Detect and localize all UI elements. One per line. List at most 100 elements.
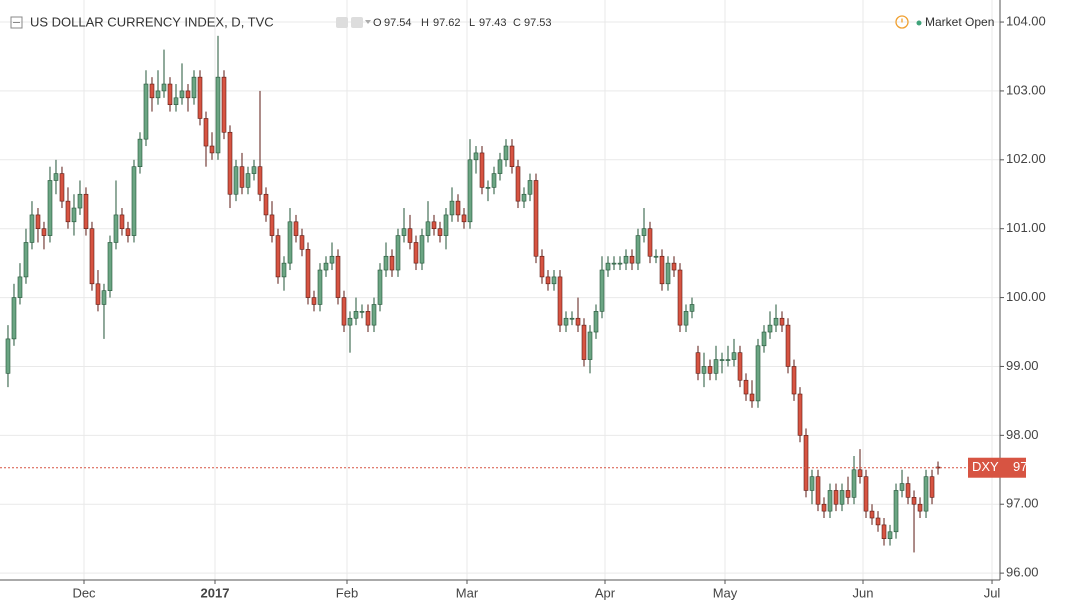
candle-body [797, 393, 803, 436]
candle-body [551, 276, 557, 285]
candle-body [395, 235, 401, 271]
candle-body [221, 76, 227, 133]
candle-body [425, 221, 431, 236]
candle-body [377, 269, 383, 305]
candle-body [923, 476, 929, 512]
candle-body [269, 214, 275, 236]
candle-body [53, 173, 59, 181]
settings-icon[interactable] [351, 17, 363, 28]
candle-body [809, 476, 815, 491]
dropdown-arrow[interactable] [365, 20, 371, 24]
candle-body [287, 221, 293, 264]
candle-body [599, 269, 605, 312]
candle-body [677, 269, 683, 326]
x-tick-label: Apr [595, 585, 616, 600]
x-tick-label: Dec [72, 585, 96, 600]
alert-icon[interactable] [895, 15, 909, 29]
ohlc-label: O [373, 17, 382, 29]
candle-body [191, 76, 197, 99]
x-tick-label: Feb [336, 585, 358, 600]
candle-body [413, 242, 419, 264]
candle-body [149, 83, 155, 99]
candle-body [131, 166, 137, 236]
candle-body [197, 76, 203, 119]
candle-body [605, 262, 611, 271]
candle-body [431, 221, 437, 229]
y-tick-label: 99.00 [1006, 358, 1039, 373]
candle-body [5, 338, 11, 374]
last-price: DXY 97.53 [0, 457, 1046, 478]
candle-body [743, 379, 749, 395]
candle-body [143, 83, 149, 140]
candle-body [209, 145, 215, 154]
candle-body [17, 276, 23, 298]
candle-body [317, 269, 323, 305]
candle-body [617, 262, 623, 265]
candle-body [347, 317, 353, 326]
candle-body [299, 235, 305, 250]
candle-body [71, 207, 77, 223]
candle-body [815, 476, 821, 505]
candle-body [179, 90, 185, 99]
candle-body [869, 510, 875, 519]
candle-body [257, 166, 263, 195]
candle-body [803, 435, 809, 491]
candle-body [383, 255, 389, 271]
candle-body [449, 200, 455, 216]
candle-body [563, 317, 569, 326]
candle-body [281, 262, 287, 278]
candle-body [647, 228, 653, 257]
ohlc-label: C [513, 17, 521, 29]
candle-body [785, 324, 791, 367]
candle-body [587, 331, 593, 360]
candle-body [545, 276, 551, 285]
candle-body [695, 352, 701, 374]
candle-body [671, 262, 677, 271]
candle-body [635, 235, 641, 264]
candle-body [101, 290, 107, 305]
ohlc-label: H [421, 17, 429, 29]
ohlc-value: 97.62 [433, 17, 461, 29]
candle-body [503, 145, 509, 161]
candles [5, 35, 941, 553]
y-tick-label: 103.00 [1006, 82, 1046, 97]
settings-icon[interactable] [336, 17, 348, 28]
candle-body [911, 497, 917, 505]
candle-body [893, 490, 899, 533]
candle-body [479, 152, 485, 188]
y-tick-label: 101.00 [1006, 220, 1046, 235]
candle-body [557, 276, 563, 326]
candle-body [725, 359, 731, 361]
candle-body [113, 214, 119, 243]
candle-body [779, 317, 785, 326]
candle-body [827, 490, 833, 512]
x-tick-label: Jun [853, 585, 874, 600]
candle-body [845, 490, 851, 498]
candle-body [341, 297, 347, 326]
x-tick-label: May [713, 585, 738, 600]
x-tick-label: 2017 [201, 585, 230, 600]
candle-body [329, 255, 335, 264]
candle-body [509, 145, 515, 167]
candle-body [701, 366, 707, 374]
candle-body [407, 228, 413, 243]
candle-body [359, 311, 365, 313]
candle-body [791, 366, 797, 395]
candle-body [365, 311, 371, 326]
candle-body [335, 255, 341, 298]
candle-body [851, 469, 857, 498]
candle-body [467, 159, 473, 223]
candle-body [887, 531, 893, 539]
menu-icon[interactable] [10, 16, 23, 29]
candle-body [719, 359, 725, 361]
candle-body [581, 324, 587, 360]
market-status: Market Open [925, 15, 994, 29]
last-price-label: 97.53 [1013, 459, 1046, 474]
candle-body [881, 524, 887, 539]
candle-body [77, 193, 83, 209]
candle-body [863, 476, 869, 512]
candle-body [659, 255, 665, 285]
candle-body [161, 83, 167, 92]
candle-body [539, 255, 545, 278]
candle-body [437, 228, 443, 236]
